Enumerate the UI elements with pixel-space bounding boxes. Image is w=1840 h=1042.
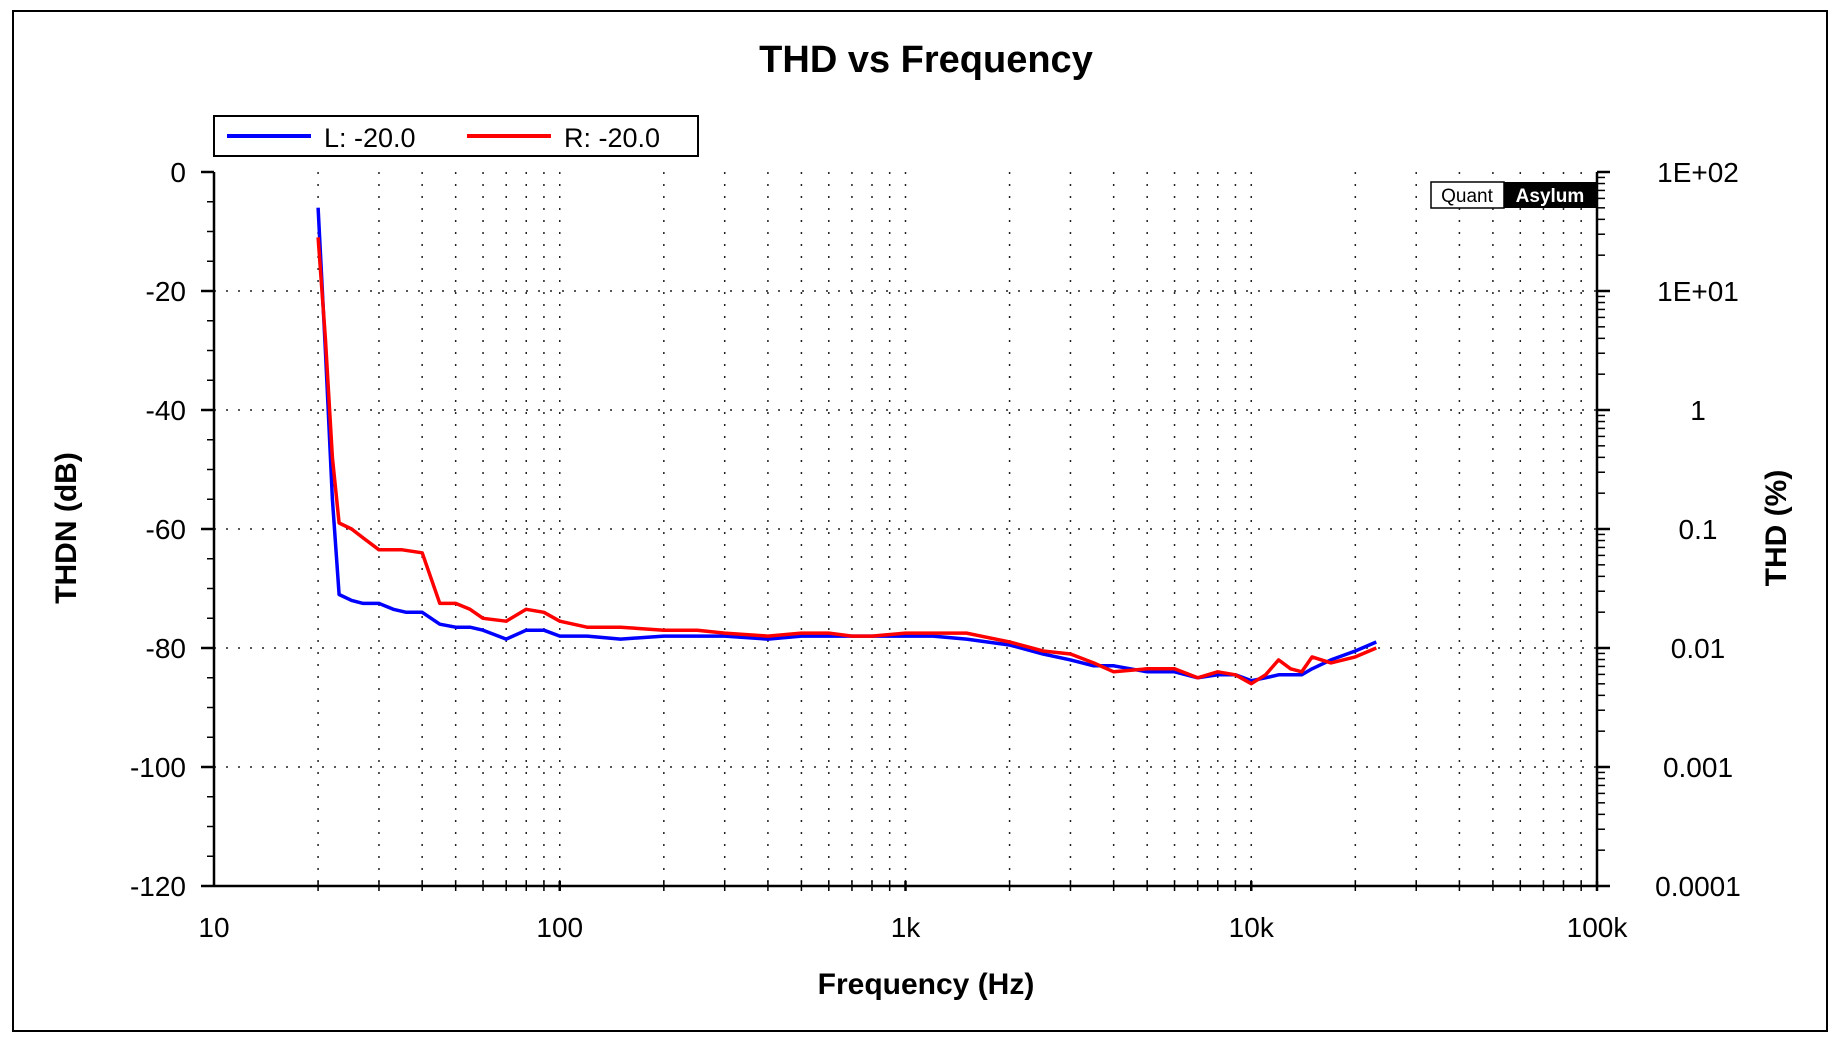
y-tick-label: -80 [146,633,186,664]
y2-axis-label: THD (%) [1760,470,1793,587]
grid [214,172,1597,886]
x-tick-labels: 10 100 1k 10k 100k [198,912,1628,943]
x-axis-label: Frequency (Hz) [818,968,1035,1001]
chart-frame: THD vs Frequency 0 -20 -40 -60 -80 -100 -120 1… [12,10,1828,1032]
x-tick-label: 100k [1567,912,1629,943]
y2-tick-labels: 1E+02 1E+01 1 0.1 0.01 0.001 0.0001 [1655,157,1741,902]
watermark-quant: Quant [1441,186,1493,207]
y2-tick-label: 0.1 [1679,514,1718,545]
quantasylum-watermark: Quant Asylum [1430,181,1596,209]
series-line-r [316,237,1377,686]
x-tick-label: 10k [1229,912,1275,943]
y2-tick-label: 0.001 [1663,752,1733,783]
y-tick-label: -100 [130,752,186,783]
series-layer [316,207,1377,686]
y-axis-label: THDN (dB) [50,452,83,604]
series-line-l [316,207,1377,683]
y-tick-label: -20 [146,276,186,307]
x-tick-label: 1k [891,912,922,943]
minor-ticks [201,170,1610,891]
y-tick-label: 0 [170,157,186,188]
y2-tick-label: 1E+02 [1657,157,1739,188]
watermark-asylum: Asylum [1516,186,1585,207]
legend: L: -20.0 R: -20.0 [213,115,699,157]
y2-tick-label: 1E+01 [1657,276,1739,307]
y2-tick-label: 0.01 [1671,633,1726,664]
y2-tick-label: 0.0001 [1655,871,1741,902]
legend-label-l: L: -20.0 [324,123,416,153]
thd-chart: THD vs Frequency 0 -20 -40 -60 -80 -100 -120 1… [50,39,1793,1001]
y-tick-labels: 0 -20 -40 -60 -80 -100 -120 [130,157,186,902]
y-tick-label: -60 [146,514,186,545]
y-tick-label: -120 [130,871,186,902]
x-tick-label: 10 [198,912,229,943]
y-tick-label: -40 [146,395,186,426]
x-tick-label: 100 [536,912,583,943]
legend-label-r: R: -20.0 [564,123,660,153]
y2-tick-label: 1 [1690,395,1706,426]
chart-title: THD vs Frequency [759,39,1093,81]
watermark-right-box [1504,182,1596,208]
